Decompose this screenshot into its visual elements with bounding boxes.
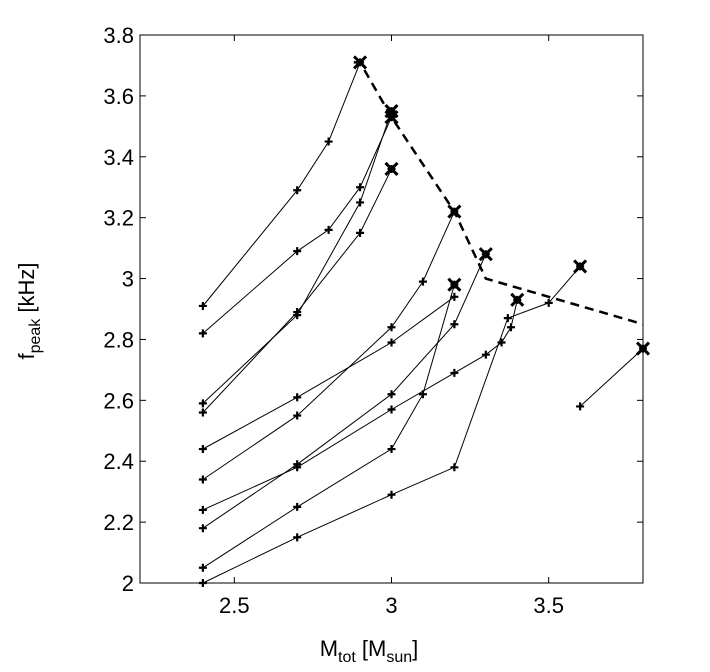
plus-markers xyxy=(198,58,647,587)
y-axis-label-base: f xyxy=(14,353,39,360)
x-marker xyxy=(573,259,588,274)
y-axis-label: fpeak [kHz] xyxy=(14,262,44,359)
series-line xyxy=(202,296,455,450)
plus-marker xyxy=(293,463,302,472)
series-lines xyxy=(202,62,644,584)
series-line xyxy=(202,116,392,334)
x-marker xyxy=(447,277,462,292)
plus-marker xyxy=(198,445,207,454)
plus-marker xyxy=(450,368,459,377)
x-tick-label: 2.5 xyxy=(219,593,250,618)
plus-marker xyxy=(293,247,302,256)
plus-marker xyxy=(293,533,302,542)
axis-ticks: 2 2.2 2.4 2.6 2.8 3 3.2 3.4 3.6 3.8 2.5 3 3.5 xyxy=(103,23,643,618)
plus-marker xyxy=(450,463,459,472)
envelope-dashed-line xyxy=(353,61,644,326)
y-tick-label: 2.2 xyxy=(103,510,134,535)
y-tick-label: 3.8 xyxy=(103,23,134,48)
plus-marker xyxy=(576,402,585,411)
plus-marker xyxy=(198,408,207,417)
y-tick-label: 2.4 xyxy=(103,449,134,474)
plus-marker xyxy=(503,314,512,323)
series-line xyxy=(202,110,392,404)
x-axis-label-mid: [M xyxy=(356,636,387,661)
x-marker xyxy=(447,204,462,219)
x-marker xyxy=(510,292,525,307)
y-tick-label: 2 xyxy=(122,571,134,596)
plus-marker xyxy=(387,490,396,499)
plus-marker xyxy=(387,405,396,414)
plus-marker xyxy=(450,292,459,301)
plus-marker xyxy=(293,308,302,317)
plus-marker xyxy=(324,137,333,146)
plus-marker xyxy=(324,225,333,234)
plus-marker xyxy=(198,524,207,533)
series-line xyxy=(202,211,455,480)
x-tick-label: 3.5 xyxy=(533,593,564,618)
x-axis-label-sub: tot xyxy=(338,649,356,666)
x-axis-label-sub2: sun xyxy=(386,649,412,666)
x-marker xyxy=(478,247,493,262)
plus-marker xyxy=(387,338,396,347)
plus-marker xyxy=(387,323,396,332)
x-axis-label-end: ] xyxy=(412,636,418,661)
y-tick-label: 3.4 xyxy=(103,145,134,170)
plus-marker xyxy=(506,323,515,332)
x-marker xyxy=(353,55,368,70)
plus-marker xyxy=(356,228,365,237)
series-line xyxy=(579,348,644,407)
plus-marker xyxy=(198,563,207,572)
plus-marker xyxy=(293,186,302,195)
series-line xyxy=(202,299,518,511)
x-markers xyxy=(353,55,651,356)
plus-marker xyxy=(293,393,302,402)
x-marker xyxy=(384,161,399,177)
y-axis-label-end: [kHz] xyxy=(14,262,39,318)
plus-marker xyxy=(198,475,207,484)
y-tick-label: 3.2 xyxy=(103,206,134,231)
series-line xyxy=(202,253,487,529)
plus-marker xyxy=(418,390,427,399)
y-tick-label: 3.6 xyxy=(103,84,134,109)
plus-marker xyxy=(198,301,207,310)
y-tick-label: 3 xyxy=(122,267,134,292)
series-line xyxy=(202,284,455,569)
x-marker xyxy=(635,341,651,356)
plus-marker xyxy=(356,183,365,192)
plus-marker xyxy=(198,505,207,514)
x-marker xyxy=(384,110,399,125)
plus-marker xyxy=(198,579,207,587)
series-line xyxy=(202,168,392,413)
series-line xyxy=(202,62,361,307)
series-line xyxy=(202,266,581,584)
y-tick-label: 2.6 xyxy=(103,388,134,413)
plus-marker xyxy=(356,198,365,207)
x-axis-label: Mtot [Msun] xyxy=(320,636,419,666)
plus-marker xyxy=(544,298,553,307)
plus-marker xyxy=(387,445,396,454)
plus-marker xyxy=(481,350,490,359)
x-axis-label-base: M xyxy=(320,636,338,661)
plus-marker xyxy=(198,329,207,338)
x-tick-label: 3 xyxy=(385,593,397,618)
plus-marker xyxy=(387,390,396,399)
plus-marker xyxy=(450,320,459,329)
y-axis-label-sub: peak xyxy=(27,318,44,354)
plus-marker xyxy=(497,338,506,347)
plus-marker xyxy=(293,502,302,511)
plus-marker xyxy=(198,399,207,408)
y-tick-label: 2.8 xyxy=(103,327,134,352)
plus-marker xyxy=(418,277,427,286)
envelope-line xyxy=(353,61,644,326)
plus-marker xyxy=(293,411,302,420)
